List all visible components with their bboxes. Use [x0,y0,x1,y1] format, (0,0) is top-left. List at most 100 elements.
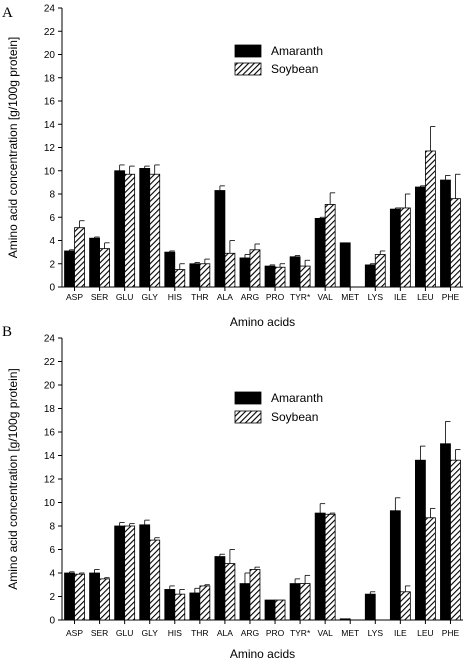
bar-soybean-pro [274,599,286,621]
panel-a: A Amino acid concentration [g/100g prote… [2,4,463,329]
x-tick-label: TYR* [290,628,311,638]
x-tick-label: GLU [116,628,133,638]
bar-amaranth-phe [440,443,451,621]
bar-amaranth-met [339,242,351,288]
x-tick-label: MET [341,628,359,638]
x-tick-label: TYR* [290,292,311,302]
bar-soybean-tyr [299,583,311,621]
bar-soybean-val [324,513,336,621]
bar-amaranth-ile [389,510,401,621]
bar-soybean-glu [124,525,136,621]
bar-soybean-arg [249,249,261,288]
x-tick-label: GLY [142,292,159,302]
legend-swatch-soybean [234,62,262,76]
x-tick-label: THR [191,292,208,302]
legend-swatch-amaranth [234,44,262,58]
y-tick-label: 10 [44,498,56,509]
bar-amaranth-val [314,218,326,288]
bar-amaranth-ser [89,572,100,621]
bar-soybean-thr [199,263,211,288]
legend-label-amaranth: Amaranth [271,391,323,405]
x-tick-label: ALA [217,628,233,638]
x-tick-label: THR [191,628,208,638]
x-tick-label: LYS [368,292,384,302]
y-tick-label: 14 [44,451,56,462]
x-tick-label: LYS [368,628,384,638]
x-tick-label: VAL [317,292,333,302]
x-tick-label: ARG [241,292,259,302]
x-tick-label: VAL [317,628,333,638]
y-tick-label: 2 [49,592,55,603]
bar-soybean-asp [74,227,85,288]
y-tick-label: 22 [44,27,56,38]
bar-amaranth-asp [64,250,75,288]
bar-amaranth-pro [264,599,276,621]
bar-amaranth-ile [389,208,401,288]
x-tick-label: PRO [266,628,285,638]
x-tick-label: ARG [241,628,259,638]
legend-label-soybean: Soybean [271,62,318,76]
legend: Amaranth Soybean [234,391,323,424]
bar-amaranth-lys [364,264,376,288]
y-tick-label: 10 [44,166,56,177]
y-tick-label: 16 [44,428,56,439]
bar-soybean-leu [425,150,436,288]
bar-amaranth-glu [114,170,126,288]
x-tick-label: LEU [417,292,434,302]
y-tick-label: 22 [44,357,56,368]
panel-letter: A [2,5,13,21]
bar-soybean-val [324,204,336,288]
y-tick-label: 8 [49,522,55,533]
bar-soybean-asp [74,573,85,621]
y-tick-label: 6 [49,545,55,556]
bar-amaranth-thr [189,592,201,621]
bar-soybean-phe [450,198,461,288]
bar-amaranth-leu [415,186,426,288]
y-tick-label: 8 [49,190,55,201]
bar-amaranth-ser [89,237,100,288]
x-tick-label: HIS [168,628,183,638]
y-tick-label: 24 [44,334,56,345]
y-tick-label: 12 [44,143,56,154]
bar-soybean-ile [399,591,411,621]
x-tick-label: HIS [168,292,183,302]
panel-b: B Amino acid concentration [g/100g prote… [2,324,463,661]
bar-amaranth-leu [415,459,426,621]
bar-amaranth-tyr [289,583,301,621]
legend-swatch-soybean [234,410,262,424]
bar-soybean-ala [224,563,236,621]
x-tick-label: ILE [394,292,407,302]
x-tick-label: SER [91,628,108,638]
x-tick-label: LEU [417,628,434,638]
x-axis-title: Amino acids [230,647,295,661]
y-tick-label: 2 [49,259,55,270]
bar-soybean-pro [274,266,286,288]
bar-soybean-glu [124,173,136,288]
x-tick-label: PRO [266,292,285,302]
x-axis-title: Amino acids [230,315,295,329]
bar-amaranth-arg [239,583,251,621]
y-tick-label: 18 [44,404,56,415]
bar-amaranth-his [164,251,176,288]
bar-amaranth-lys [364,593,376,621]
bar-soybean-tyr [299,265,311,288]
y-tick-label: 16 [44,97,56,108]
legend-label-soybean: Soybean [271,410,318,424]
y-axis-title: Amino acid concentration [g/100g protein… [6,37,20,258]
bar-amaranth-gly [139,168,151,288]
x-tick-label: ASP [66,628,83,638]
bar-soybean-lys [374,254,386,288]
x-tick-label: ASP [66,292,83,302]
bar-amaranth-glu [114,525,126,621]
bar-amaranth-met [339,618,351,621]
x-tick-label: ALA [217,292,233,302]
bar-soybean-arg [249,569,261,621]
bar-amaranth-thr [189,263,201,288]
bar-soybean-ala [224,252,236,288]
x-tick-label: ILE [394,628,407,638]
bar-amaranth-tyr [289,256,301,288]
bar-soybean-leu [425,517,436,621]
x-tick-label: GLU [116,292,133,302]
bar-amaranth-arg [239,257,251,288]
